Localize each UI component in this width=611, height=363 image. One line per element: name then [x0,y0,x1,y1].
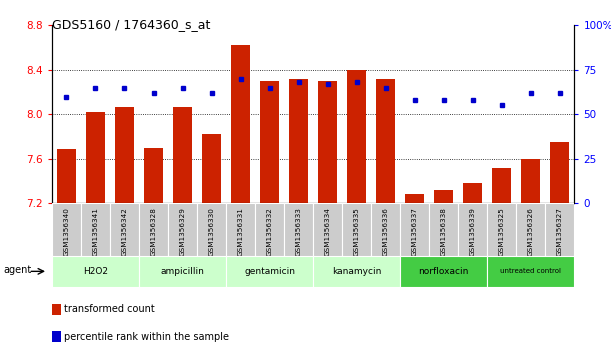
Text: GSM1356339: GSM1356339 [470,208,476,256]
Bar [260,81,279,203]
Text: norfloxacin: norfloxacin [419,267,469,276]
Bar [202,134,221,203]
Bar [284,203,313,256]
Bar [52,203,81,256]
Bar [318,81,337,203]
Bar [255,203,284,256]
Bar [313,203,342,256]
Text: GSM1356342: GSM1356342 [122,208,128,256]
Bar [347,70,366,203]
Bar [139,203,168,256]
Text: untreated control: untreated control [500,268,562,274]
Text: GSM1356333: GSM1356333 [296,208,302,256]
Bar [492,168,511,203]
Bar [197,203,226,256]
Bar [289,79,308,203]
Text: agent: agent [3,265,31,276]
Text: GSM1356330: GSM1356330 [208,208,214,256]
Bar [52,256,139,287]
Bar [226,256,313,287]
Bar [110,203,139,256]
Text: GSM1356336: GSM1356336 [382,208,389,256]
Bar [463,183,482,203]
Bar [52,304,60,315]
Bar [57,149,76,203]
Bar [168,203,197,256]
Bar [81,203,110,256]
Text: GSM1356334: GSM1356334 [324,208,331,256]
Text: GSM1356335: GSM1356335 [354,208,360,256]
Bar [488,256,574,287]
Text: GSM1356331: GSM1356331 [238,208,244,256]
Bar [400,256,488,287]
Bar [139,256,226,287]
Bar [488,203,516,256]
Bar [551,142,569,203]
Bar [400,203,429,256]
Bar [546,203,574,256]
Text: GSM1356328: GSM1356328 [150,208,156,256]
Text: percentile rank within the sample: percentile rank within the sample [65,332,230,342]
Text: GSM1356338: GSM1356338 [441,208,447,256]
Bar [115,107,134,203]
Bar [313,256,400,287]
Bar [376,79,395,203]
Text: GSM1356327: GSM1356327 [557,208,563,256]
Text: GSM1356337: GSM1356337 [412,208,418,256]
Text: ampicillin: ampicillin [161,267,205,276]
Text: transformed count: transformed count [65,305,155,314]
Text: GSM1356340: GSM1356340 [64,208,70,256]
Bar [173,107,192,203]
Bar [86,112,105,203]
Bar [434,190,453,203]
Bar [52,331,60,342]
Bar [405,194,424,203]
Text: GSM1356326: GSM1356326 [528,208,534,256]
Bar [516,203,546,256]
Bar [231,45,250,203]
Bar [521,159,540,203]
Text: GSM1356341: GSM1356341 [92,208,98,256]
Bar [371,203,400,256]
Bar [144,148,163,203]
Text: GSM1356329: GSM1356329 [180,208,186,256]
Text: GSM1356325: GSM1356325 [499,208,505,256]
Text: GDS5160 / 1764360_s_at: GDS5160 / 1764360_s_at [52,18,210,31]
Bar [429,203,458,256]
Bar [458,203,488,256]
Bar [342,203,371,256]
Text: kanamycin: kanamycin [332,267,381,276]
Text: H2O2: H2O2 [83,267,108,276]
Text: GSM1356332: GSM1356332 [266,208,273,256]
Bar [226,203,255,256]
Text: gentamicin: gentamicin [244,267,295,276]
